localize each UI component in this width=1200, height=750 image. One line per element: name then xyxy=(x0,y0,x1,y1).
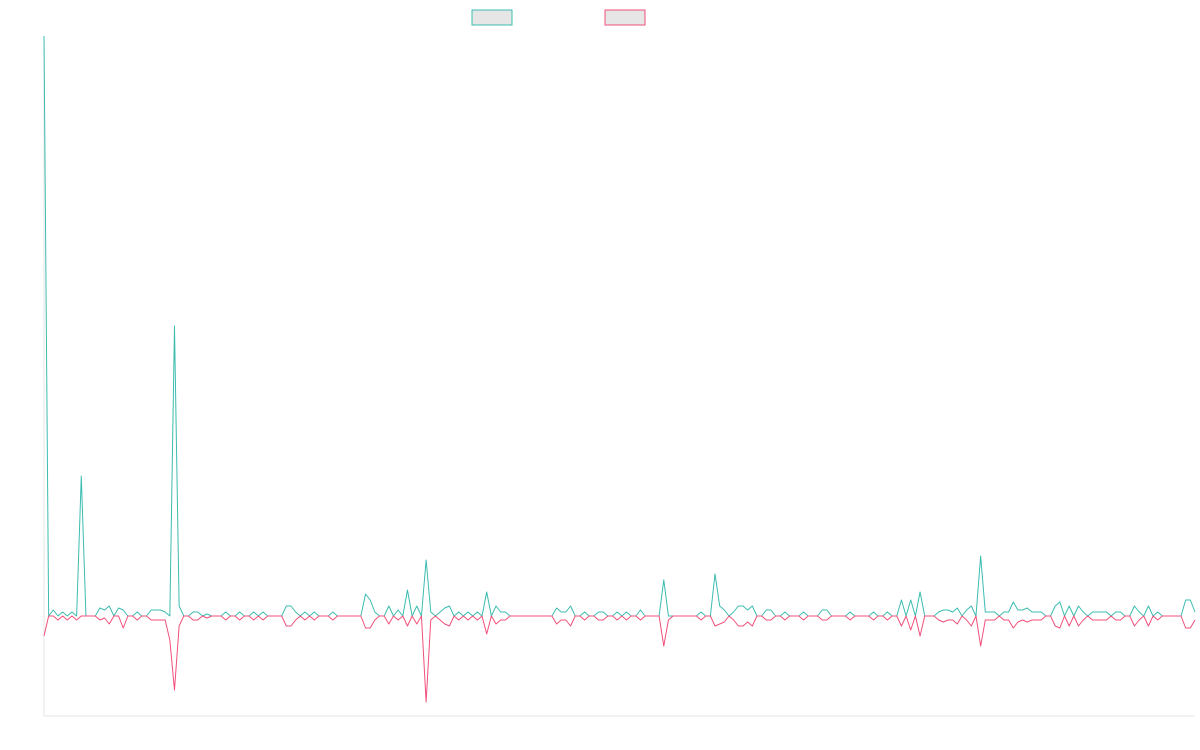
legend[interactable] xyxy=(471,9,646,26)
legend-swatch-1[interactable] xyxy=(471,9,513,26)
legend-swatch-2[interactable] xyxy=(604,9,646,26)
plot-area xyxy=(43,35,1196,717)
series-line-1 xyxy=(43,35,1196,617)
series-layer xyxy=(43,35,1196,703)
series-line-2 xyxy=(43,615,1196,703)
